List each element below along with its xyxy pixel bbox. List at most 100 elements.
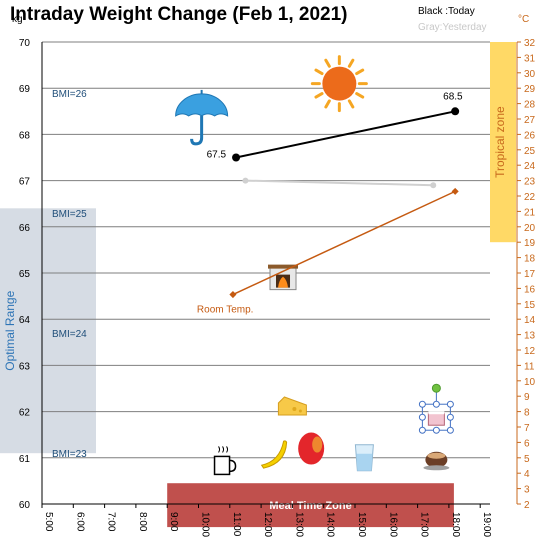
y2-tick-label: 6	[524, 438, 530, 449]
y2-tick-label: 12	[524, 346, 536, 357]
today-point	[232, 153, 241, 162]
tropical-zone-label: Tropical zone	[493, 106, 507, 178]
cake-resize-handle	[446, 413, 454, 421]
drink-saucer	[423, 465, 450, 471]
x-tick-label: 13:00	[293, 512, 304, 537]
sun-icon	[310, 55, 368, 113]
y2-tick-label: 10	[524, 377, 536, 388]
yesterday-line	[245, 179, 434, 187]
y2-tick-label: 21	[524, 207, 536, 218]
umbrella-canopy	[175, 93, 229, 117]
y-tick-label: 63	[19, 361, 31, 372]
y2-tick-label: 4	[524, 469, 530, 480]
sun-disc	[322, 66, 357, 101]
x-tick-label: 16:00	[387, 512, 398, 537]
y-tick-label: 61	[19, 454, 31, 465]
room-temp-label: Room Temp.	[197, 305, 254, 316]
y2-tick-label: 2	[524, 500, 530, 511]
yesterday-point	[242, 177, 249, 184]
sun-ray	[324, 99, 331, 109]
y2-tick-label: 8	[524, 408, 530, 419]
sun-ray	[355, 92, 365, 99]
fireplace-icon	[268, 264, 299, 291]
cake-resize-handle	[418, 426, 426, 434]
y2-tick-label: 31	[524, 53, 536, 64]
meal-time-zone-label: Meal Time Zone	[269, 500, 351, 512]
y2-tick-label: 17	[524, 269, 536, 280]
y2-tick-label: 9	[524, 392, 530, 403]
y2-tick-label: 19	[524, 238, 536, 249]
x-tick-label: 5:00	[43, 512, 54, 532]
cheese-hole	[298, 409, 302, 413]
x-tick-label: 12:00	[262, 512, 273, 537]
y-tick-label: 67	[19, 177, 31, 188]
x-tick-label: 6:00	[74, 512, 85, 532]
umbrella-icon	[175, 89, 229, 146]
y2-tick-label: 14	[524, 315, 536, 326]
y-tick-label: 64	[19, 315, 31, 326]
x-tick-label: 19:00	[481, 512, 492, 537]
glass-water	[356, 453, 373, 471]
room-temp-point	[229, 291, 237, 299]
optimal-range-band	[0, 208, 96, 454]
x-tick-label: 18:00	[450, 512, 461, 537]
y-tick-label: 65	[19, 269, 31, 280]
y2-tick-label: 24	[524, 161, 536, 172]
cake-resize-handle	[446, 426, 454, 434]
cake-rotate-handle	[431, 383, 441, 393]
y2-tick-label: 11	[524, 361, 535, 372]
y2-tick-label: 32	[524, 38, 536, 49]
cake-resize-handle	[432, 426, 440, 434]
cheese-icon	[277, 396, 307, 416]
sun-ray	[355, 68, 365, 76]
cake-frosting	[428, 411, 445, 415]
cake-resize-handle	[432, 400, 440, 408]
today-point	[451, 107, 460, 116]
banana-fruit	[260, 440, 288, 469]
y-tick-label: 60	[19, 500, 31, 511]
bmi-label: BMI=24	[52, 329, 87, 340]
x-tick-label: 9:00	[168, 512, 179, 532]
y2-tick-label: 22	[524, 192, 536, 203]
drink-surface	[427, 452, 446, 459]
hot-drink-icon	[423, 451, 450, 471]
y2-tick-label: 15	[524, 300, 536, 311]
legend-today: Black :Today	[418, 6, 475, 17]
sun-ray	[314, 68, 324, 76]
y2-tick-label: 7	[524, 423, 530, 434]
cheese-hole	[292, 406, 297, 411]
x-tick-label: 8:00	[137, 512, 148, 532]
bmi-label: BMI=23	[52, 449, 87, 460]
y2-tick-label: 28	[524, 100, 536, 111]
cup-body	[213, 455, 231, 476]
legend-yesterday: Gray:Yesterday	[418, 22, 487, 33]
y2-tick-label: 20	[524, 223, 536, 234]
apple-icon	[298, 432, 325, 465]
y2-tick-label: 18	[524, 254, 536, 265]
y-axis-unit: kg	[12, 14, 23, 25]
bmi-label: BMI=26	[52, 89, 87, 100]
y2-tick-label: 16	[524, 284, 536, 295]
y-tick-label: 62	[19, 408, 31, 419]
water-glass-icon	[354, 444, 374, 472]
y-tick-label: 70	[19, 38, 31, 49]
y2-tick-label: 23	[524, 177, 536, 188]
y2-axis-unit: °C	[518, 14, 529, 25]
cake-slice	[427, 412, 445, 426]
fireplace-flame	[278, 276, 289, 288]
sun-ray	[347, 58, 355, 68]
room-temp-point	[451, 187, 459, 195]
cake-icon	[418, 383, 454, 434]
meal-time-zone-bar	[167, 483, 454, 528]
x-tick-label: 11:00	[231, 512, 242, 537]
y-tick-label: 68	[19, 130, 31, 141]
banana-icon	[260, 440, 288, 469]
x-tick-label: 7:00	[106, 512, 117, 532]
cake-resize-handle	[418, 400, 426, 408]
y2-tick-label: 30	[524, 69, 536, 80]
y2-tick-label: 3	[524, 485, 530, 496]
today-line	[235, 110, 456, 159]
tropical-zone-band	[490, 42, 516, 243]
cup-steam	[218, 446, 229, 453]
